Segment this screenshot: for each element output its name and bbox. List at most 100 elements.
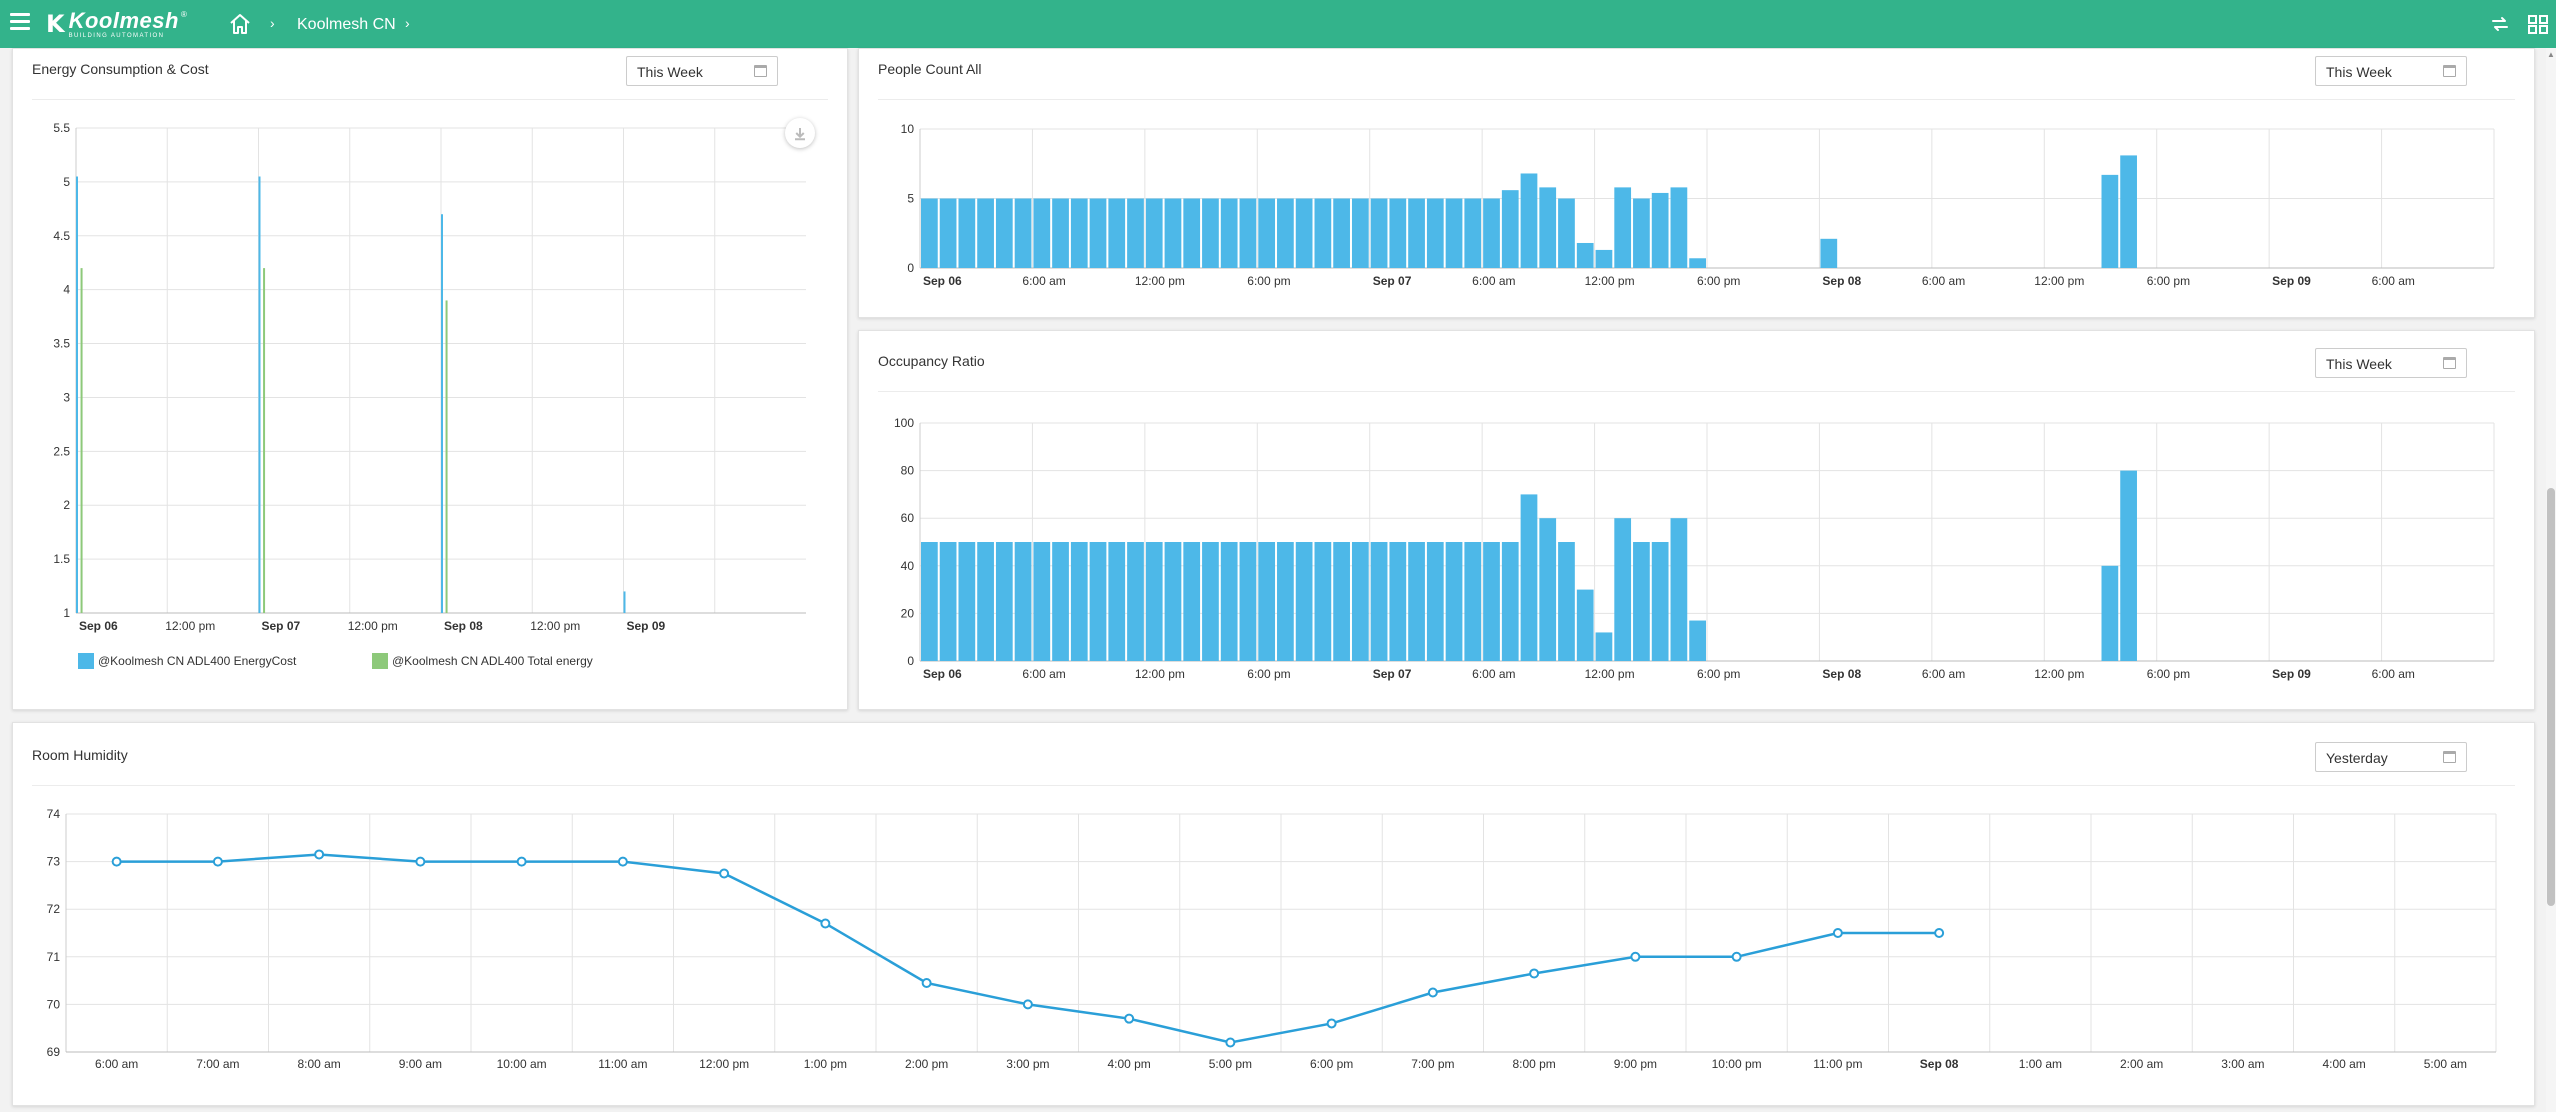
- x-tick-label: 6:00 am: [2372, 274, 2415, 288]
- legend-label: @Koolmesh CN ADL400 EnergyCost: [98, 654, 297, 668]
- data-point: [1630, 951, 1641, 962]
- breadcrumb-site[interactable]: Koolmesh CN: [297, 16, 396, 33]
- x-tick-label: 6:00 pm: [2147, 274, 2190, 288]
- data-bar: [1089, 198, 1107, 268]
- data-bar: [1426, 198, 1444, 268]
- legend-item-total-energy[interactable]: @Koolmesh CN ADL400 Total energy: [372, 653, 593, 669]
- y-tick-label: 4: [63, 283, 70, 297]
- x-tick-label: 1:00 pm: [804, 1057, 847, 1071]
- home-icon[interactable]: [228, 12, 252, 36]
- data-bar: [1614, 518, 1632, 661]
- scrollbar-thumb[interactable]: [2547, 488, 2555, 906]
- energy-bar: [258, 176, 261, 613]
- data-bar: [1558, 542, 1575, 661]
- data-bar: [2101, 174, 2119, 268]
- menu-icon[interactable]: [10, 13, 30, 31]
- data-bar: [958, 198, 976, 268]
- y-tick-label: 1: [63, 606, 70, 620]
- data-bar: [958, 542, 976, 661]
- data-point: [1124, 1013, 1135, 1024]
- data-bar: [1464, 198, 1482, 268]
- energy-bar: [441, 214, 443, 613]
- data-bar: [1445, 198, 1463, 268]
- x-tick-label: 6:00 pm: [1310, 1057, 1353, 1071]
- data-point: [1529, 968, 1540, 979]
- data-point: [921, 977, 932, 988]
- scroll-up-icon[interactable]: ▲: [2547, 50, 2555, 59]
- date-range-picker[interactable]: This Week: [2315, 348, 2467, 378]
- y-tick-label: 3.5: [53, 337, 70, 351]
- chevron-right-icon: ›: [405, 15, 410, 31]
- data-bar: [1033, 542, 1051, 661]
- x-tick-label: 7:00 pm: [1411, 1057, 1454, 1071]
- data-bar: [1239, 542, 1257, 661]
- x-tick-label: 6:00 pm: [1247, 274, 1290, 288]
- download-button[interactable]: [785, 118, 815, 148]
- y-tick-label: 4.5: [53, 229, 70, 243]
- x-tick-label: 12:00 pm: [1135, 667, 1185, 681]
- data-bar: [1277, 198, 1294, 268]
- divider: [878, 99, 2515, 100]
- y-tick-label: 5.5: [53, 121, 70, 135]
- y-tick-label: 40: [901, 559, 915, 573]
- calendar-icon: [2443, 751, 2456, 763]
- calendar-icon: [754, 65, 767, 77]
- data-bar: [1033, 198, 1051, 268]
- x-tick-label: 9:00 pm: [1614, 1057, 1657, 1071]
- x-tick-label: 12:00 pm: [2034, 274, 2084, 288]
- data-bar: [995, 542, 1013, 661]
- x-tick-label: 12:00 pm: [530, 619, 580, 633]
- date-range-picker[interactable]: Yesterday: [2315, 742, 2467, 772]
- refresh-icon[interactable]: [2488, 12, 2512, 36]
- x-tick-label: Sep 09: [2272, 667, 2311, 681]
- data-bar: [1089, 542, 1107, 661]
- data-bar: [1220, 198, 1238, 268]
- x-tick-label: Sep 07: [1373, 274, 1412, 288]
- data-point: [1427, 987, 1438, 998]
- x-tick-label: 4:00 pm: [1107, 1057, 1150, 1071]
- data-bar: [921, 542, 938, 661]
- data-bar: [1445, 542, 1463, 661]
- x-tick-label: Sep 09: [2272, 274, 2311, 288]
- data-bar: [1183, 198, 1201, 268]
- x-tick-label: Sep 08: [1822, 667, 1861, 681]
- energy-bar: [263, 268, 266, 613]
- x-tick-label: 6:00 am: [1922, 274, 1965, 288]
- data-point: [1731, 951, 1742, 962]
- legend-label: @Koolmesh CN ADL400 Total energy: [392, 654, 593, 668]
- calendar-icon: [2443, 357, 2456, 369]
- legend-swatch: [78, 653, 94, 669]
- data-bar: [1295, 198, 1313, 268]
- x-tick-label: 2:00 am: [2120, 1057, 2163, 1071]
- date-range-picker[interactable]: This Week: [2315, 56, 2467, 86]
- brand-logo[interactable]: K Koolmesh BUILDING AUTOMATION ®: [46, 9, 187, 39]
- grid-icon[interactable]: [2526, 12, 2550, 36]
- divider: [32, 99, 828, 100]
- x-tick-label: 10:00 pm: [1712, 1057, 1762, 1071]
- y-tick-label: 0: [907, 654, 914, 668]
- data-bar: [1052, 542, 1069, 661]
- legend-item-energy-cost[interactable]: @Koolmesh CN ADL400 EnergyCost: [78, 653, 296, 669]
- x-tick-label: Sep 09: [627, 619, 666, 633]
- divider: [32, 785, 2515, 786]
- divider: [878, 391, 2515, 392]
- y-tick-label: 71: [47, 950, 61, 964]
- people-count-card: People Count All This Week: [858, 48, 2535, 318]
- x-tick-label: 3:00 pm: [1006, 1057, 1049, 1071]
- x-tick-label: Sep 07: [262, 619, 301, 633]
- x-tick-label: Sep 07: [1373, 667, 1412, 681]
- energy-bar: [623, 591, 626, 613]
- data-bar: [1108, 198, 1126, 268]
- y-tick-label: 5: [907, 192, 914, 206]
- x-tick-label: 5:00 am: [2424, 1057, 2467, 1071]
- y-tick-label: 80: [901, 464, 915, 478]
- data-bar: [1314, 198, 1332, 268]
- y-tick-label: 20: [901, 606, 915, 620]
- x-tick-label: 11:00 pm: [1813, 1057, 1862, 1071]
- data-point: [1832, 928, 1843, 938]
- data-bar: [1295, 542, 1313, 661]
- date-range-picker[interactable]: This Week: [626, 56, 778, 86]
- y-tick-label: 3: [63, 390, 70, 404]
- x-tick-label: 11:00 am: [598, 1057, 647, 1071]
- energy-card: Energy Consumption & Cost This Week: [12, 48, 848, 710]
